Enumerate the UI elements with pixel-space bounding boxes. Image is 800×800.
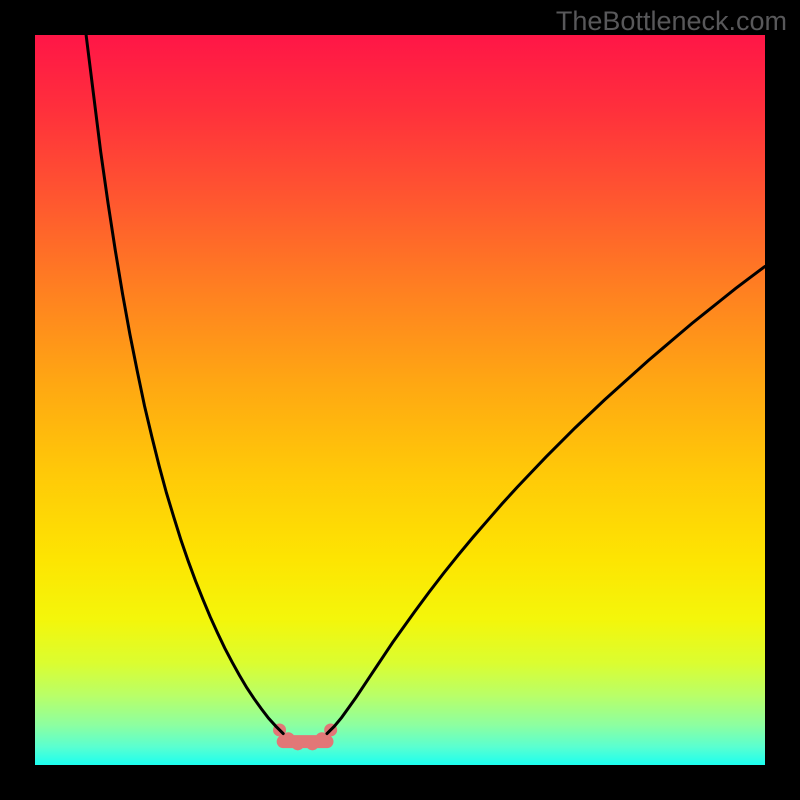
curve-left-branch	[86, 35, 283, 734]
watermark-text: TheBottleneck.com	[556, 6, 787, 37]
curve-overlay	[35, 35, 765, 765]
curve-right-branch	[327, 266, 765, 733]
floor-dot	[291, 737, 304, 750]
plot-area	[35, 35, 765, 765]
chart-container: TheBottleneck.com	[0, 0, 800, 800]
